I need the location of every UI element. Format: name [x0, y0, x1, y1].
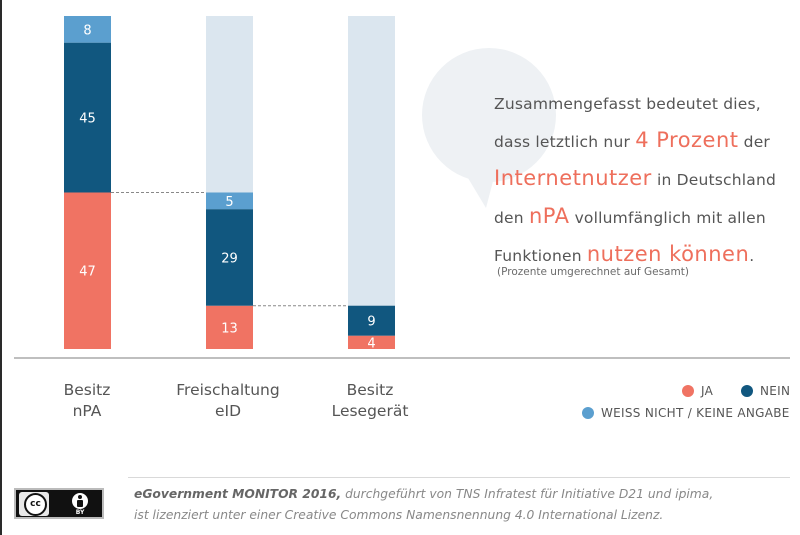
bar-remainder: [348, 16, 395, 306]
summary-text-run: der: [738, 133, 771, 151]
credit-title: eGovernment MONITOR 2016,: [134, 487, 342, 501]
highlight-text: Internetnutzer: [494, 166, 652, 190]
summary-line: Internetnutzer in Deutschland: [494, 160, 794, 198]
bar-value-label: 5: [225, 195, 233, 210]
bar-segment-nein: [206, 209, 253, 306]
legend-swatch: [582, 406, 594, 419]
summary-line: den nPA vollumfänglich mit allen: [494, 198, 794, 236]
bar-value-label: 4: [367, 336, 375, 351]
category-label: Besitz Lesegerät: [331, 381, 409, 420]
summary-text: Zusammengefasst bedeutet dies, dass letzt…: [494, 86, 794, 274]
highlight-text: 4 Prozent: [635, 128, 739, 152]
stacked-bar-chart: 47 45 8 13 29 5 4 9: [14, 16, 790, 359]
license-badge[interactable]: cc BY: [14, 488, 104, 519]
category-label: Freischaltung eID: [176, 381, 280, 420]
bar-value-label: 29: [221, 251, 238, 266]
frame-border: [0, 0, 2, 535]
cc-icon-bg: cc: [19, 492, 49, 516]
attribution-icon: [72, 493, 88, 509]
bar-segment-nein: [64, 42, 111, 193]
summary-line: Funktionen nutzen können.: [494, 236, 794, 274]
legend-swatch: [741, 384, 753, 397]
highlight-text: nPA: [528, 204, 570, 228]
summary-text-run: .: [749, 247, 755, 265]
speech-bubble: [422, 48, 556, 208]
highlight-text: nutzen können: [586, 242, 750, 266]
bar-segment-weiss: [206, 192, 253, 210]
by-label: BY: [75, 509, 85, 516]
bar-value-label: 13: [221, 321, 238, 336]
bar-value-label: 47: [79, 265, 96, 280]
credit-text: eGovernment MONITOR 2016, durchgeführt v…: [134, 484, 794, 526]
bar-segment-ja: [206, 305, 253, 349]
footer-divider: [128, 477, 790, 478]
summary-text-run: Funktionen: [494, 247, 587, 265]
summary-text-run: dass letztlich nur: [494, 133, 636, 151]
bar-remainder: [206, 16, 253, 193]
bar-segment-weiss: [64, 16, 111, 43]
legend-item-weiss-nicht: WEISS NICHT / KEINE ANGABE: [582, 406, 790, 420]
summary-text-run: vollumfänglich mit allen: [569, 209, 766, 227]
summary-line: dass letztlich nur 4 Prozent der: [494, 122, 794, 160]
category-label: Besitz nPA: [63, 381, 111, 420]
summary-text-run: in Deutschland: [651, 171, 777, 189]
summary-note: (Prozente umgerechnet auf Gesamt): [497, 266, 689, 278]
bar-value-label: 9: [367, 315, 375, 330]
bar-segment-ja: [64, 192, 111, 349]
bar-segment-nein: [348, 305, 395, 336]
legend-item-nein: NEIN: [741, 384, 790, 398]
bar-value-label: 8: [83, 23, 91, 38]
credit-line1: durchgeführt von TNS Infratest für Initi…: [341, 487, 714, 501]
summary-text-run: Zusammengefasst bedeutet dies,: [494, 95, 761, 113]
bar-segment-ja: [348, 335, 395, 349]
bar-value-label: 45: [79, 112, 96, 127]
summary-line: Zusammengefasst bedeutet dies,: [494, 86, 794, 122]
credit-line2: ist lizenziert unter einer Creative Comm…: [134, 508, 664, 522]
legend-item-ja: JA: [682, 384, 713, 398]
legend-swatch: [682, 384, 694, 397]
summary-text-run: den: [494, 209, 529, 227]
cc-icon: cc: [24, 493, 47, 516]
